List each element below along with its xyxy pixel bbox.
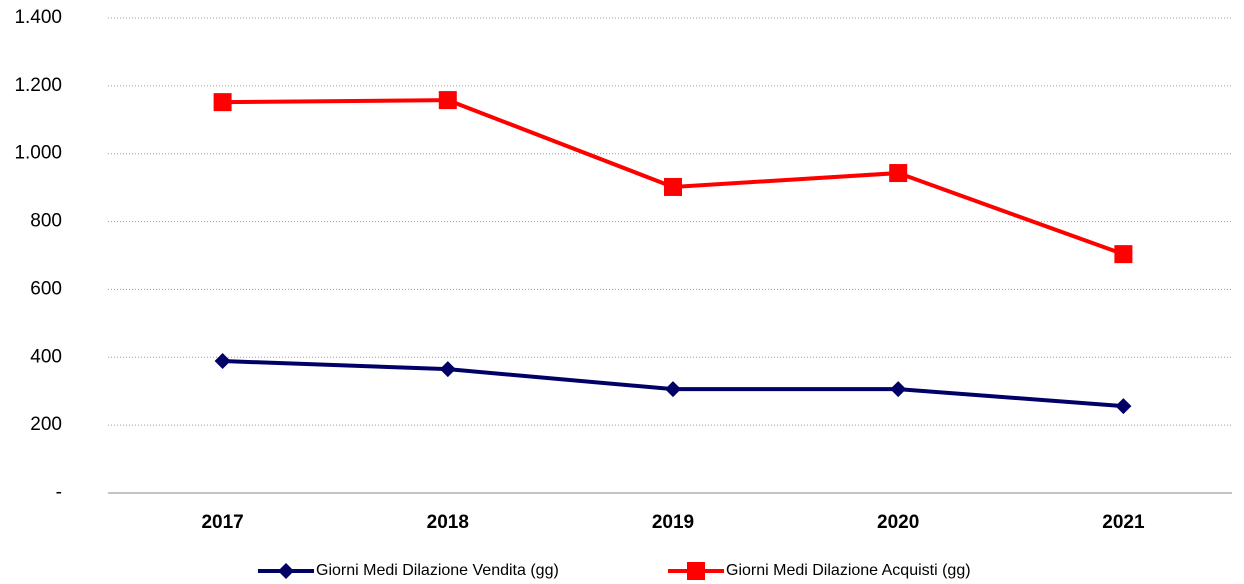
data-point — [213, 93, 232, 112]
data-point — [664, 177, 682, 196]
data-point — [889, 164, 908, 183]
legend-label: Giorni Medi Dilazione Acquisti (gg) — [726, 562, 971, 579]
y-tick-label: 800 — [30, 211, 62, 232]
data-point — [438, 91, 457, 110]
x-tick-label: 2020 — [877, 512, 919, 533]
data-point — [1114, 245, 1133, 264]
x-tick-label: 2017 — [201, 512, 243, 533]
y-tick-label: 600 — [30, 278, 62, 299]
y-tick-label: 400 — [30, 346, 62, 367]
data-point — [665, 381, 681, 398]
y-tick-label: 1.200 — [14, 75, 62, 96]
y-tick-label: - — [56, 482, 62, 503]
data-point — [214, 353, 231, 370]
x-tick-label: 2018 — [427, 512, 469, 533]
series-line — [222, 98, 1125, 257]
data-point — [890, 381, 907, 398]
legend-marker — [687, 562, 705, 580]
data-point — [1115, 398, 1132, 415]
legend-marker — [278, 563, 294, 579]
legend-label: Giorni Medi Dilazione Vendita (gg) — [316, 562, 559, 579]
x-tick-label: 2021 — [1102, 512, 1145, 533]
y-tick-label: 200 — [30, 414, 62, 435]
data-point — [439, 361, 456, 378]
y-tick-label: 1.000 — [14, 143, 62, 164]
y-tick-label: 1.400 — [14, 7, 62, 28]
x-tick-label: 2019 — [652, 512, 694, 533]
